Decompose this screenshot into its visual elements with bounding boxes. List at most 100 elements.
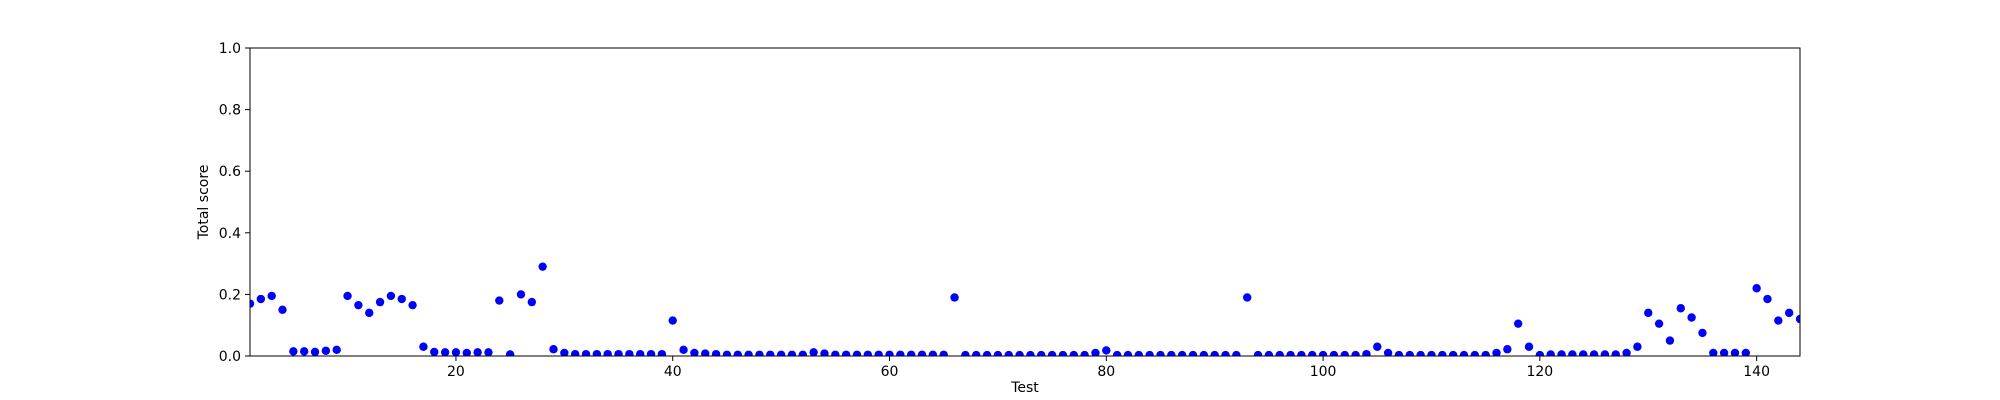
point (1481, 350, 1490, 356)
point (982, 350, 992, 356)
point (386, 291, 396, 301)
point (1448, 350, 1458, 356)
point (560, 348, 569, 356)
point (1687, 313, 1696, 322)
point (440, 348, 450, 356)
point (570, 349, 580, 356)
point (972, 350, 981, 356)
point (299, 347, 309, 356)
y-tick-label: 0.2 (219, 287, 241, 303)
y-axis-label: Total score (196, 165, 212, 241)
point (1513, 319, 1523, 328)
point (722, 350, 732, 356)
point (516, 290, 526, 299)
point (1102, 346, 1111, 355)
point (484, 348, 493, 356)
point (1112, 350, 1122, 356)
plot-area (250, 262, 1800, 356)
point (592, 349, 602, 356)
point (1047, 350, 1057, 356)
point (1253, 350, 1263, 356)
point (1589, 350, 1599, 356)
point (614, 349, 623, 356)
point (1134, 350, 1144, 356)
point (462, 348, 471, 356)
point (1286, 350, 1295, 356)
point (1145, 350, 1154, 356)
point (1568, 350, 1577, 356)
point (256, 294, 266, 304)
point (1405, 350, 1414, 356)
point (766, 350, 775, 356)
point (332, 345, 341, 355)
point (798, 350, 807, 356)
point (690, 348, 699, 356)
point (538, 262, 547, 271)
point (549, 345, 558, 354)
point (1524, 342, 1534, 351)
point (820, 349, 829, 356)
point (1644, 308, 1653, 318)
point (1535, 350, 1545, 356)
point (917, 350, 927, 356)
point (831, 350, 840, 356)
point (1665, 336, 1675, 345)
point (354, 300, 363, 310)
point (1221, 350, 1230, 356)
point (430, 347, 439, 356)
point (1210, 350, 1219, 356)
point (1394, 350, 1404, 356)
point (1373, 342, 1382, 351)
point (527, 297, 537, 307)
point (495, 296, 504, 305)
point (1362, 349, 1371, 356)
point (961, 350, 970, 356)
point (1188, 350, 1198, 356)
point (321, 346, 331, 355)
point (278, 305, 287, 314)
x-tick-label: 120 (1526, 364, 1553, 380)
point (1784, 308, 1794, 318)
point (1546, 350, 1555, 356)
point (733, 350, 742, 356)
x-tick-label: 60 (881, 364, 899, 380)
axes-frame (249, 47, 1801, 357)
point (1199, 350, 1209, 356)
point (581, 349, 591, 356)
point (343, 291, 352, 301)
point (744, 350, 753, 356)
point (657, 349, 667, 356)
x-tick-label: 140 (1743, 364, 1770, 380)
x-tick-label: 40 (664, 364, 682, 380)
point (1297, 350, 1306, 356)
point (1427, 350, 1436, 356)
point (1037, 350, 1046, 356)
point (1232, 350, 1241, 356)
point (1438, 350, 1447, 356)
point (1091, 348, 1100, 356)
point (755, 350, 764, 356)
point (809, 348, 818, 356)
point (701, 349, 710, 356)
point (473, 348, 482, 356)
point (1752, 284, 1761, 293)
point (928, 350, 938, 356)
point (1243, 293, 1252, 302)
point (1308, 350, 1317, 356)
y-tick-label: 0.8 (219, 103, 241, 119)
point (776, 350, 786, 356)
point (993, 350, 1003, 356)
point (841, 350, 851, 356)
point (1741, 348, 1751, 356)
point (1275, 350, 1284, 356)
point (939, 350, 948, 356)
point (1600, 350, 1610, 356)
point (679, 345, 688, 355)
point (289, 347, 298, 356)
point (1654, 319, 1664, 328)
point (1058, 350, 1068, 356)
point (1015, 350, 1024, 356)
point (1774, 316, 1783, 325)
